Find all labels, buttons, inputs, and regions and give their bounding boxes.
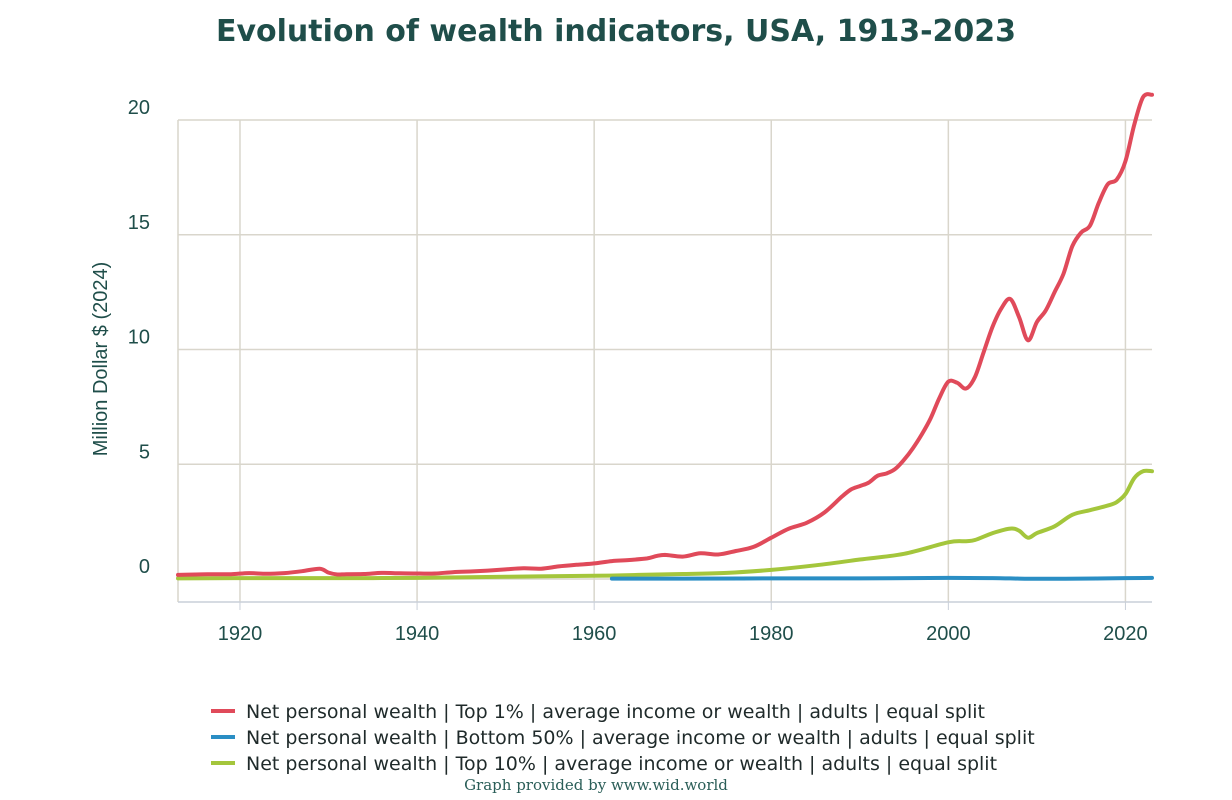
x-axis-ticks: 1920 1940 1960 1980 2000 2020 — [218, 623, 1148, 645]
x-tick-label: 1980 — [749, 623, 794, 645]
y-tick-label: 5 — [139, 441, 150, 463]
x-tick-label: 1940 — [395, 623, 440, 645]
series-line-0 — [176, 92, 1154, 577]
credit-text: Graph provided by www.wid.world — [464, 776, 728, 794]
legend-label: Net personal wealth | Bottom 50% | avera… — [246, 727, 1035, 749]
y-tick-label: 15 — [128, 212, 150, 234]
y-axis-ticks: 0 5 10 15 20 — [128, 97, 150, 578]
legend: Net personal wealth | Top 1% | average i… — [211, 701, 1035, 775]
y-tick-label: 20 — [128, 97, 150, 119]
y-tick-label: 0 — [139, 556, 150, 578]
y-axis-label: Million Dollar $ (2024) — [90, 262, 112, 457]
legend-label: Net personal wealth | Top 10% | average … — [246, 753, 997, 775]
chart-title: Evolution of wealth indicators, USA, 191… — [216, 14, 1016, 49]
series-line-2 — [176, 468, 1154, 581]
y-tick-label: 10 — [128, 327, 150, 349]
x-tick-label: 1960 — [572, 623, 617, 645]
grid — [177, 119, 1152, 610]
x-tick-label: 2000 — [926, 623, 971, 645]
x-tick-label: 1920 — [218, 623, 263, 645]
legend-label: Net personal wealth | Top 1% | average i… — [246, 701, 985, 723]
series-lines — [176, 92, 1154, 581]
series-line-1 — [609, 575, 1154, 581]
x-tick-label: 2020 — [1103, 623, 1148, 645]
